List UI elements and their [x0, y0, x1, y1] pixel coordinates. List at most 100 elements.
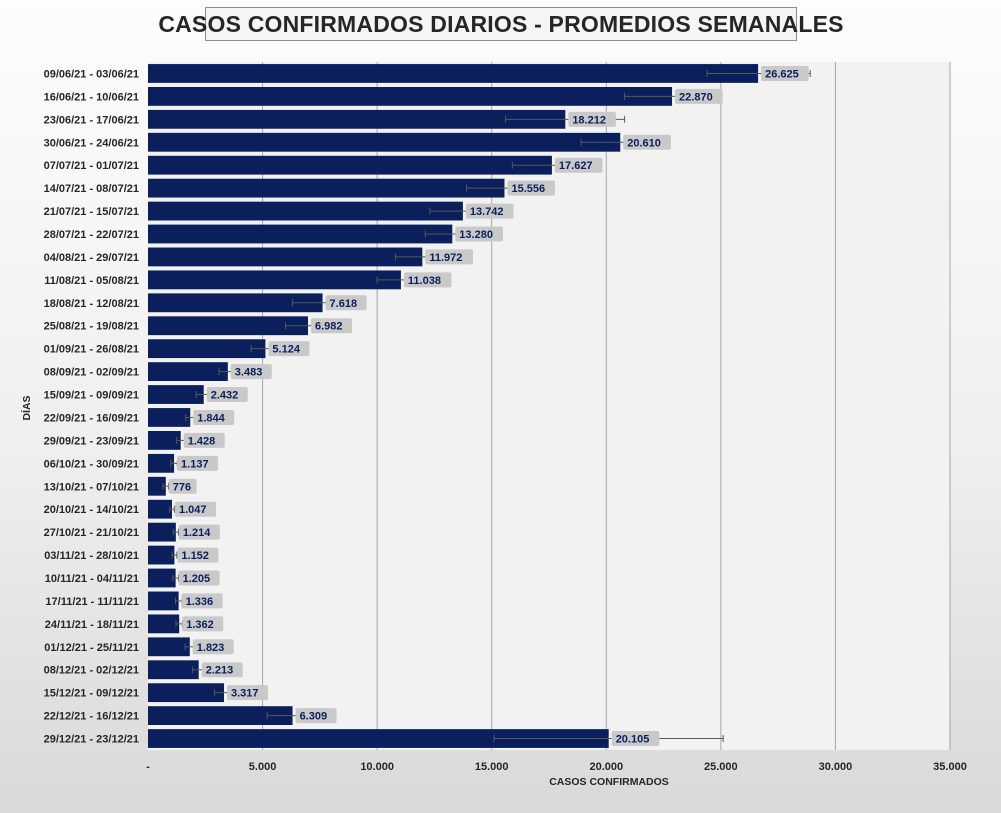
- category-label: 10/11/21 - 04/11/21: [45, 573, 139, 585]
- data-label-box: [611, 731, 660, 747]
- data-label: 7.618: [330, 298, 358, 310]
- data-label: 6.309: [300, 711, 328, 723]
- bar: [148, 522, 176, 542]
- bar: [148, 270, 401, 290]
- data-label: 20.610: [627, 137, 661, 149]
- error-bar: [172, 574, 179, 582]
- y-axis-title: DÍAS: [20, 395, 33, 420]
- data-label: 13.280: [459, 229, 493, 241]
- data-label-box: [675, 88, 723, 104]
- bar: [148, 132, 621, 152]
- category-label: 09/06/21 - 03/06/21: [44, 68, 139, 80]
- bar: [148, 178, 505, 198]
- bar: [148, 86, 673, 106]
- data-label: 1.214: [183, 527, 211, 539]
- category-label: 22/12/21 - 16/12/21: [44, 711, 139, 723]
- bar: [148, 339, 266, 359]
- data-label: 11.038: [408, 275, 441, 287]
- data-label: 1.137: [181, 458, 209, 470]
- data-label-box: [403, 272, 452, 288]
- bar: [148, 224, 453, 244]
- data-label-box: [201, 662, 243, 678]
- bar: [148, 591, 179, 611]
- x-tick-label: 30.000: [819, 761, 853, 773]
- category-label: 28/07/21 - 22/07/21: [44, 229, 139, 241]
- bars: [148, 64, 759, 748]
- bar: [148, 453, 175, 473]
- category-label: 22/09/21 - 16/09/21: [44, 412, 139, 424]
- data-label-box: [455, 226, 503, 242]
- category-label: 25/08/21 - 19/08/21: [44, 321, 139, 333]
- data-label-box: [507, 180, 556, 196]
- x-tick-label: 10.000: [360, 761, 394, 773]
- category-label: 29/09/21 - 23/09/21: [44, 435, 139, 447]
- data-label: 22.870: [679, 91, 713, 103]
- x-tick-label: 35.000: [933, 761, 967, 773]
- bar: [148, 408, 191, 427]
- category-label: 21/07/21 - 15/07/21: [44, 206, 139, 218]
- data-label-box: [178, 570, 220, 586]
- data-label-box: [227, 685, 269, 701]
- plot-area: [148, 62, 950, 750]
- bar: [148, 683, 225, 703]
- data-label-box: [761, 65, 809, 81]
- category-label: 29/12/21 - 23/12/21: [44, 734, 139, 746]
- category-label: 08/09/21 - 02/09/21: [44, 367, 139, 379]
- category-label: 04/08/21 - 29/07/21: [44, 252, 139, 264]
- gridlines: [262, 62, 951, 750]
- data-label: 1.362: [186, 619, 214, 631]
- data-label: 1.823: [197, 642, 225, 654]
- category-labels: 09/06/21 - 03/06/21 16/06/21 - 10/06/21 23…: [44, 68, 139, 745]
- data-label: 5.124: [272, 344, 300, 356]
- data-label: 17.627: [559, 160, 593, 172]
- category-label: 01/12/21 - 25/11/21: [44, 642, 139, 654]
- bar: [148, 293, 323, 313]
- data-label-box: [465, 203, 514, 219]
- data-label: 2.213: [206, 665, 234, 677]
- bar: [148, 637, 190, 657]
- data-label-box: [181, 593, 223, 609]
- data-label: 2.432: [211, 390, 239, 402]
- category-label: 30/06/21 - 24/06/21: [44, 137, 139, 149]
- bar: [148, 614, 180, 634]
- x-axis-title: CASOS CONFIRMADOS: [549, 776, 669, 788]
- data-label: 11.972: [429, 252, 462, 264]
- data-label-box: [268, 341, 310, 357]
- error-bar: [171, 551, 178, 559]
- data-label-box: [183, 432, 225, 448]
- bar: [148, 729, 609, 748]
- data-label-box: [295, 708, 337, 724]
- category-label: 15/12/21 - 09/12/21: [44, 688, 139, 700]
- category-label: 18/08/21 - 12/08/21: [44, 298, 139, 310]
- category-label: 14/07/21 - 08/07/21: [44, 183, 139, 195]
- data-label: 1.205: [183, 573, 211, 585]
- data-label-box: [193, 409, 235, 425]
- category-label: 13/10/21 - 07/10/21: [44, 481, 139, 493]
- data-label-box: [192, 639, 234, 655]
- bar: [148, 201, 463, 221]
- error-bar: [169, 505, 175, 513]
- data-label-box: [177, 547, 219, 563]
- bar: [148, 109, 566, 129]
- data-label: 3.483: [235, 367, 263, 379]
- data-label-box: [177, 455, 219, 471]
- category-label: 15/09/21 - 09/09/21: [44, 390, 139, 402]
- x-tick-label: 20.000: [589, 761, 623, 773]
- data-label-box: [568, 111, 616, 127]
- x-tick-labels: - 5.000 10.000 15.000 20.000 25.000 30.000 35.0…: [146, 761, 967, 773]
- category-label: 20/10/21 - 14/10/21: [44, 504, 139, 516]
- bar: [148, 499, 172, 519]
- error-bar: [162, 482, 170, 490]
- data-label-box: [168, 478, 197, 494]
- bar: [148, 706, 293, 726]
- category-label: 06/10/21 - 30/09/21: [44, 458, 139, 470]
- error-bar: [172, 528, 179, 536]
- x-tick-label: 25.000: [704, 761, 738, 773]
- data-label-box: [230, 364, 272, 380]
- bar: [148, 568, 176, 588]
- data-label-box: [325, 295, 367, 311]
- category-label: 11/08/21 - 05/08/21: [44, 275, 139, 287]
- data-label: 776: [173, 481, 191, 493]
